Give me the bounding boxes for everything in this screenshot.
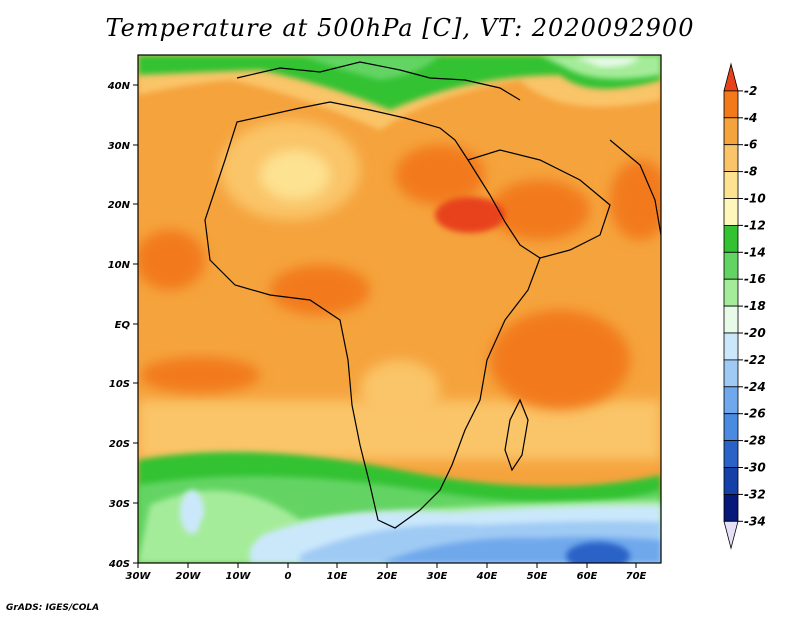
lat-label: 10N — [108, 260, 131, 271]
colorbar-swatch — [723, 144, 739, 172]
colorbar-swatch — [723, 386, 739, 415]
colorbar-top-triangle — [723, 62, 739, 92]
arabia-coastline — [467, 149, 611, 259]
colorbar-label: -28 — [744, 434, 766, 448]
lon-label: 70E — [626, 571, 647, 582]
colorbar-label: -16 — [744, 272, 766, 286]
india-coastline — [609, 139, 661, 236]
colorbar-label: -32 — [744, 487, 766, 501]
footer-credit: GrADS: IGES/COLA — [6, 603, 100, 613]
colorbar-swatch — [723, 198, 739, 226]
colorbar-label: -26 — [744, 407, 766, 421]
lat-label: 40N — [107, 81, 131, 92]
colorbar-label: -10 — [744, 192, 766, 206]
colorbar-swatch — [723, 278, 739, 307]
colorbar-label: -20 — [744, 326, 766, 340]
lon-label: 10E — [327, 571, 348, 582]
colorbar-swatch — [723, 305, 739, 334]
lon-label: 50E — [527, 571, 548, 582]
colorbar-swatch — [723, 493, 739, 522]
colorbar-swatch — [723, 413, 739, 442]
colorbar-swatch — [723, 224, 739, 253]
colorbar-bottom-triangle — [723, 520, 739, 550]
colorbar-label: -6 — [744, 138, 757, 152]
madagascar-coastline — [504, 398, 529, 472]
colorbar-label: -34 — [744, 514, 766, 528]
colorbar-label: -22 — [744, 353, 766, 367]
colorbar-swatch — [723, 117, 739, 146]
lon-label: 20E — [377, 571, 398, 582]
colorbar-swatch — [723, 332, 739, 361]
lon-label: 10W — [226, 571, 252, 582]
africa-coastline — [204, 101, 541, 529]
colorbar: -2 -4 -6 -8 -10 -12 -14 -16 -18 -20 -22 -24 -26 -28 -3… — [723, 62, 766, 550]
colorbar-swatch — [723, 467, 739, 495]
map-frame — [137, 54, 662, 564]
colorbar-label: -24 — [744, 380, 766, 394]
lon-label: 0 — [285, 571, 292, 582]
colorbar-label: -2 — [744, 84, 757, 98]
colorbar-label: -4 — [744, 111, 757, 125]
lon-label: 40E — [476, 571, 498, 582]
colorbar-label: -12 — [744, 218, 766, 232]
colorbar-label: -30 — [744, 461, 766, 475]
europe-coastline — [236, 61, 521, 101]
colorbar-swatch — [723, 440, 739, 468]
lat-label: 20N — [108, 200, 131, 211]
lon-label: 30E — [427, 571, 448, 582]
lat-label: 30N — [108, 141, 131, 152]
colorbar-swatch — [723, 359, 739, 388]
lat-label: 40S — [108, 559, 130, 570]
lat-label: EQ — [115, 320, 131, 331]
colorbar-swatch — [723, 171, 739, 199]
colorbar-label: -18 — [744, 299, 766, 313]
lat-label: 30S — [109, 499, 130, 510]
coastlines — [204, 61, 661, 529]
colorbar-label: -8 — [744, 165, 757, 179]
lon-label: 30W — [126, 571, 152, 582]
temperature-field — [138, 55, 661, 563]
lon-label: 20W — [176, 571, 202, 582]
lat-label: 10S — [109, 379, 130, 390]
lat-label: 20S — [109, 439, 130, 450]
colorbar-label: -14 — [744, 245, 766, 259]
lon-label: 60E — [577, 571, 598, 582]
chart-title: Temperature at 500hPa [C], VT: 202009290… — [105, 14, 695, 42]
colorbar-swatch — [723, 90, 739, 119]
colorbar-swatch — [723, 251, 739, 280]
